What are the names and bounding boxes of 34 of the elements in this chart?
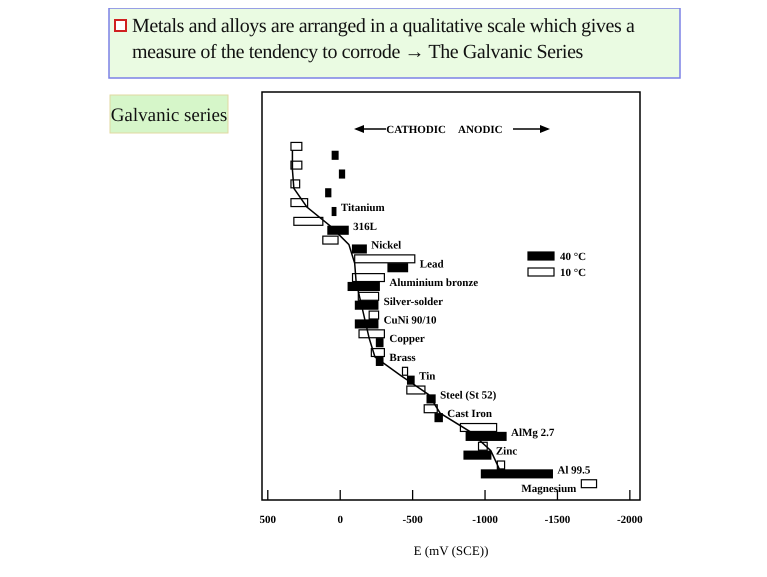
bar: [325, 188, 332, 198]
y-tick-label: Copper: [389, 333, 425, 346]
x-tick-label: -2000: [617, 514, 644, 526]
x-tick-label: -500: [402, 514, 424, 526]
legend-label: 10 °C: [560, 267, 586, 279]
x-axis-title: E (mV (SCE)): [414, 543, 488, 558]
y-tick-label: Nickel: [371, 240, 402, 252]
bar: [338, 169, 346, 179]
bar: [332, 206, 336, 216]
y-tick-label: Aluminium bronze: [389, 277, 478, 290]
bar: [580, 479, 598, 488]
y-tick-label: 316L: [353, 220, 378, 233]
text: CATHODIC: [386, 124, 446, 136]
x-tick-label: 0: [337, 514, 344, 526]
chart-title: Metals and alloys are arranged in a qualitative scale which gives a measure of the tendency to corrode → The Galvanic Series: [132, 14, 636, 65]
y-tick-label: Brass: [389, 352, 416, 364]
y-tick-label: AlMg 2.7: [511, 426, 555, 439]
y-tick-label: Titanium: [340, 202, 385, 214]
y-tick-label: Lead: [420, 258, 444, 270]
x-tick-label: -1500: [544, 514, 571, 526]
y-tick-label: CuNi 90/10: [384, 314, 437, 326]
y-tick-label: Silver-solder: [384, 296, 444, 308]
y-tick-label: Al 99.5: [557, 464, 591, 476]
y-tick-label: Cast Iron: [447, 408, 492, 420]
x-tick-label: 500: [260, 514, 277, 526]
chart-subtitle: Galvanic series: [110, 105, 228, 126]
y-tick-label: Magnesium: [521, 483, 576, 496]
y-tick-label: Zinc: [496, 446, 518, 458]
y-tick-label: Steel (St 52): [440, 389, 497, 402]
x-tick-label: -1000: [472, 514, 498, 526]
legend-label: 40 °C: [560, 251, 586, 263]
text: ANODIC: [458, 124, 503, 136]
y-tick-label: Tin: [419, 370, 436, 383]
bar: [332, 150, 339, 160]
